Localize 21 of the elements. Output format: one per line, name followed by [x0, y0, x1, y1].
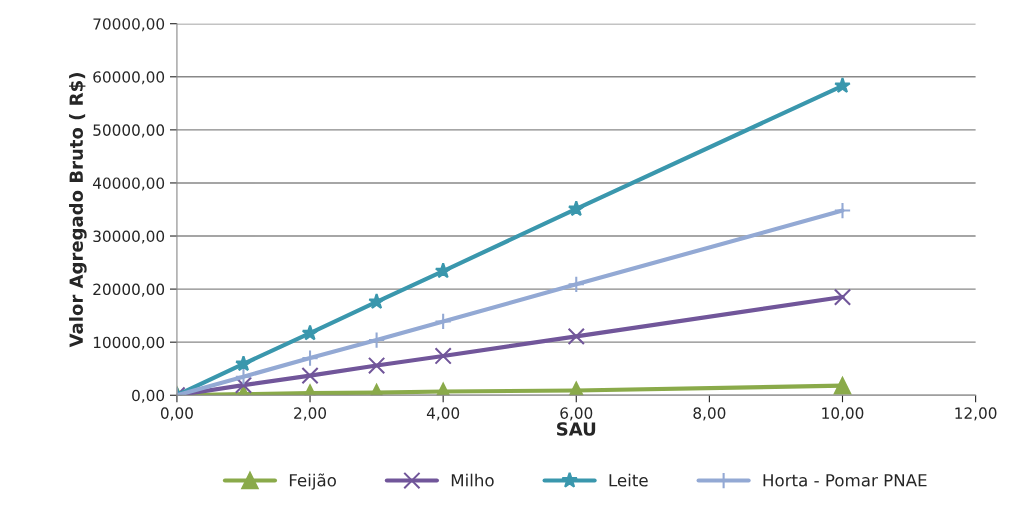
y-tick-label: 20000,00	[93, 283, 165, 297]
y-tick-label: 40000,00	[92, 177, 165, 191]
x-tick-label: 0,00	[160, 407, 193, 421]
x-tick-label: 10,00	[822, 407, 864, 421]
y-tick-label: 60000,00	[93, 71, 165, 85]
x-tick-label: 4,00	[426, 407, 460, 421]
legend-label: Feijão	[289, 473, 336, 490]
y-tick-label: 70000,00	[93, 18, 165, 32]
x-tick-label: 12,00	[955, 407, 997, 421]
legend-label: Leite	[609, 473, 648, 487]
legend-label: Horta - Pomar PNAE	[763, 474, 927, 487]
y-tick-label: 0,00	[132, 389, 165, 403]
legend-label: Milho	[451, 473, 494, 487]
y-tick-label: 10000,00	[93, 336, 165, 350]
y-tick-label: 50000,00	[93, 124, 165, 138]
x-tick-label: 8,00	[693, 407, 726, 421]
x-tick-label: 2,00	[294, 407, 327, 421]
y-tick-label: 30000,00	[93, 230, 165, 244]
y-axis-title: Valor Agregado Bruto ( R$)	[69, 73, 87, 348]
x-axis-title: SAU	[557, 422, 596, 436]
x-tick-label: 6,00	[560, 407, 593, 421]
